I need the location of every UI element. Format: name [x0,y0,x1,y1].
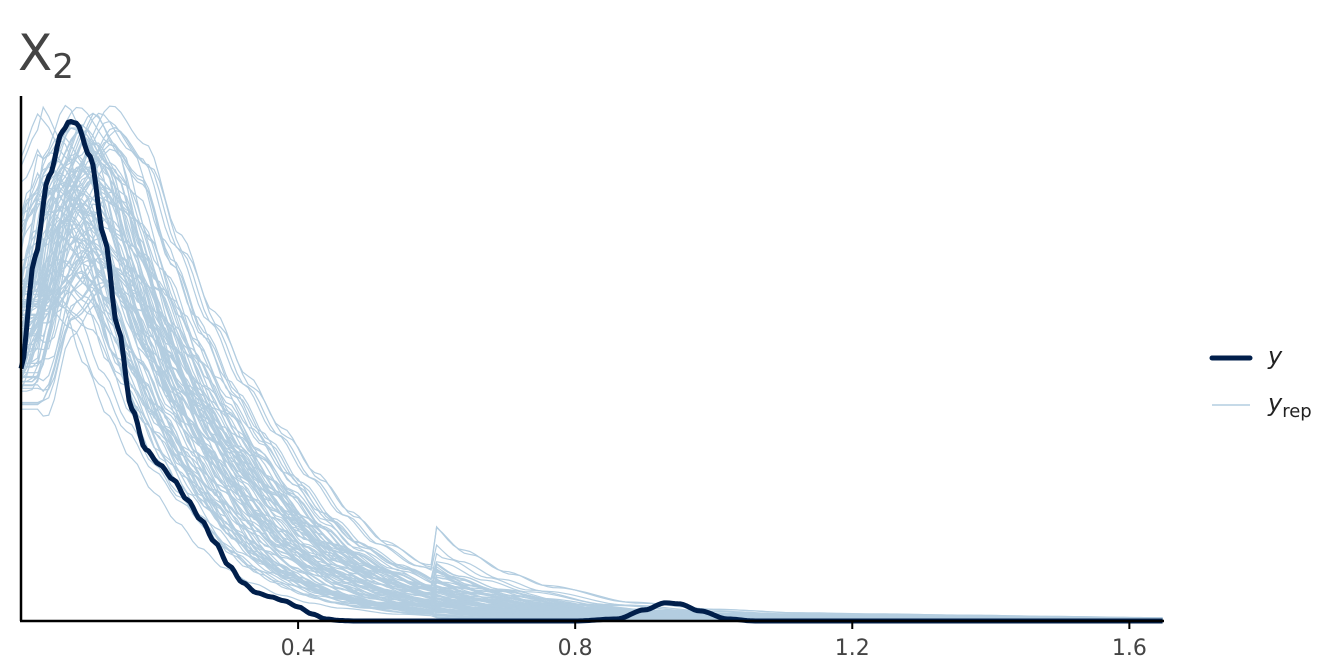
x-tick-label: 1.2 [835,636,870,661]
yrep-line [20,304,1163,622]
yrep-line [21,267,1163,621]
legend-label-y-main: y [1267,342,1283,370]
x-tick-label: 0.4 [281,636,316,661]
yrep-lines [20,104,1163,622]
yrep-line [21,113,1163,622]
yrep-line [21,139,1163,620]
x-tick-label: 1.6 [1112,636,1147,661]
chart-title: X2 [18,24,74,87]
legend-label-yrep-subscript: rep [1282,401,1312,422]
legend-label-yrep-main: y [1267,389,1283,417]
yrep-line [21,105,1163,619]
yrep-line [20,112,1163,622]
yrep-line [20,127,1163,621]
chart-title-subscript: 2 [52,47,74,87]
yrep-line [20,270,1163,621]
x-tick-label: 0.8 [558,636,593,661]
yrep-line [21,217,1163,621]
x-axis-ticks: 0.4 0.8 1.2 1.6 [281,621,1147,661]
yrep-line [20,127,1163,620]
yrep-line [20,106,1163,619]
yrep-line [20,105,1163,621]
chart-title-main: X [18,24,52,82]
yrep-line [21,112,1163,621]
yrep-line [20,220,1163,621]
legend-label-yrep: yrep [1267,389,1312,422]
yrep-line [21,112,1163,621]
legend: y yrep [1209,342,1312,422]
yrep-line [20,181,1163,621]
yrep-line [21,270,1163,621]
yrep-line [21,123,1163,622]
yrep-line [20,279,1163,622]
yrep-line [20,104,1163,621]
yrep-line [21,126,1163,619]
yrep-line [20,218,1163,621]
legend-label-y: y [1267,342,1283,370]
yrep-line [21,142,1163,621]
